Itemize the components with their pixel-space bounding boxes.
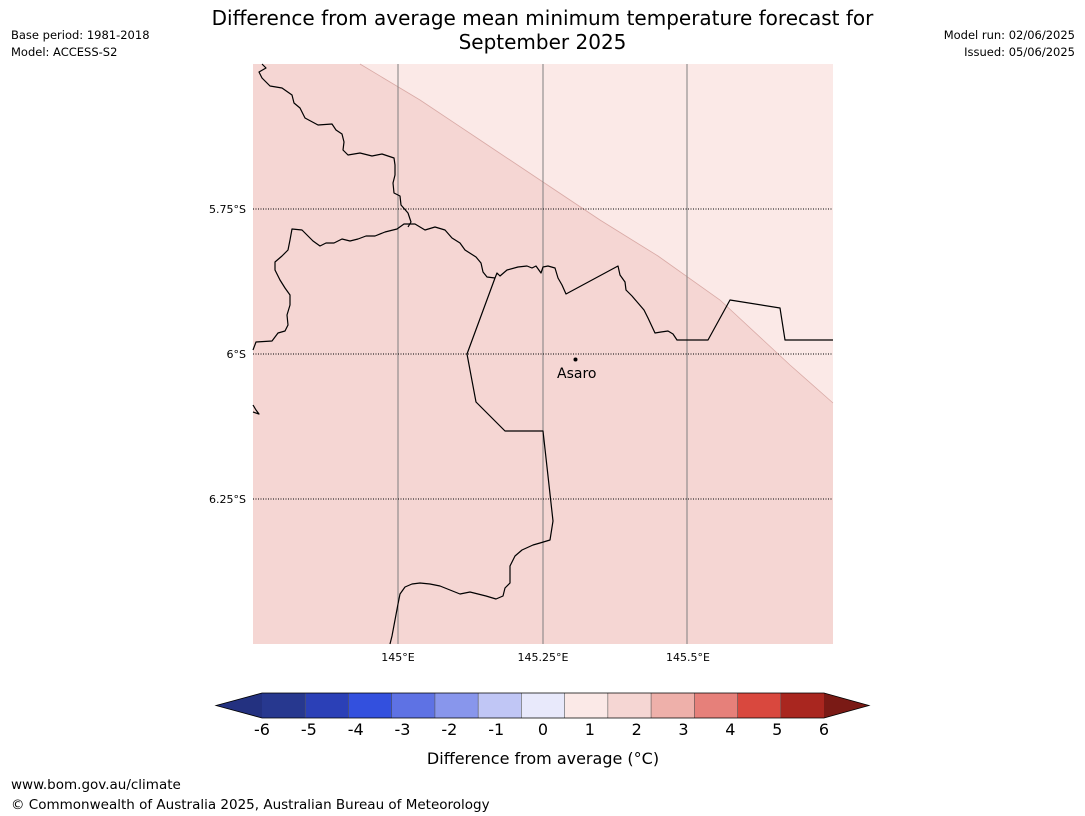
colorbar-segment [651, 693, 695, 718]
colorbar-tick-label: 5 [772, 720, 782, 739]
boundary-south-west [389, 277, 554, 645]
model-name: Model: ACCESS-S2 [11, 45, 118, 59]
footer-url: www.bom.gov.au/climate [11, 777, 181, 793]
colorbar-segment [737, 693, 782, 718]
asaro-marker [573, 357, 578, 362]
colorbar-under-arrow [216, 693, 262, 718]
colorbar-tick-label: 3 [678, 720, 688, 739]
run-info: Model run: 02/06/2025 Issued: 05/06/2025 [944, 27, 1075, 61]
title-line-2: September 2025 [458, 30, 627, 54]
colorbar-label: Difference from average (°C) [427, 749, 659, 768]
lat-label-6-25s: 6.25°S [209, 493, 246, 506]
colorbar-tick-label: 2 [632, 720, 642, 739]
boundary-ridge [252, 223, 833, 351]
colorbar-segment [434, 693, 479, 718]
colorbar-tick-label: 1 [585, 720, 595, 739]
colorbar-tick-label: -1 [488, 720, 504, 739]
colorbar-tick-label: 6 [819, 720, 829, 739]
footer: www.bom.gov.au/climate © Commonwealth of… [11, 775, 490, 815]
title-line-1: Difference from average mean minimum tem… [211, 6, 874, 30]
colorbar-segment [521, 693, 566, 718]
colorbar-segment [478, 693, 522, 718]
colorbar-tick-label: -6 [254, 720, 270, 739]
map-panel: Asaro [252, 63, 834, 645]
colorbar-segment [694, 693, 738, 718]
issued-date: Issued: 05/06/2025 [964, 45, 1075, 59]
colorbar: -6 -5 -4 -3 -2 -1 0 1 2 3 4 5 6 [214, 692, 871, 739]
colorbar-segment [262, 693, 306, 718]
model-info: Base period: 1981-2018 Model: ACCESS-S2 [11, 27, 150, 61]
contour-1-degree [359, 63, 834, 404]
colorbar-tick-label: -3 [395, 720, 411, 739]
lon-label-145-5e: 145.5°E [666, 651, 710, 664]
lat-label-5-75s: 5.75°S [209, 203, 246, 216]
colorbar-segment [348, 693, 393, 718]
asaro-label: Asaro [557, 366, 596, 382]
colorbar-over-arrow [824, 693, 869, 718]
lat-label-6s: 6°S [227, 348, 246, 361]
model-run-date: Model run: 02/06/2025 [943, 28, 1075, 42]
anomaly-fill-0-to-1 [360, 64, 833, 403]
boundary-west-edge [252, 404, 260, 415]
boundary-north-west [258, 63, 412, 228]
colorbar-tick-label: 4 [725, 720, 735, 739]
colorbar-tick-label: -2 [441, 720, 457, 739]
colorbar-tick-label: -5 [301, 720, 317, 739]
colorbar-segment [391, 693, 436, 718]
colorbar-segment [564, 693, 609, 718]
colorbar-segment [305, 693, 349, 718]
lon-label-145e: 145°E [381, 651, 414, 664]
footer-copyright: © Commonwealth of Australia 2025, Austra… [11, 797, 490, 813]
colorbar-segment [780, 693, 825, 718]
lon-label-145-25e: 145.25°E [518, 651, 569, 664]
colorbar-segment [607, 693, 652, 718]
colorbar-outline [214, 692, 871, 719]
colorbar-tick-label: 0 [538, 720, 548, 739]
base-period: Base period: 1981-2018 [11, 28, 150, 42]
map-title: Difference from average mean minimum tem… [150, 6, 935, 54]
colorbar-tick-label: -4 [348, 720, 364, 739]
